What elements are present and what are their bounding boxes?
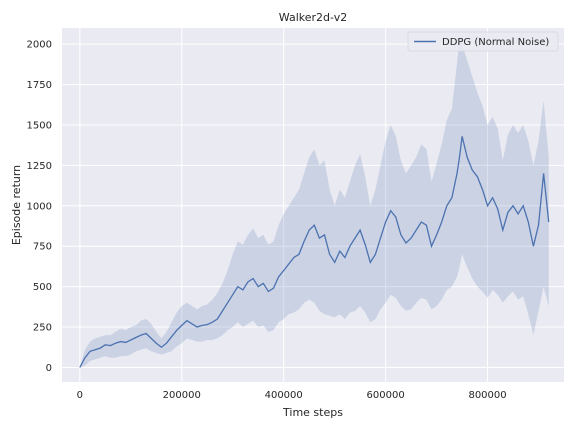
y-tick-label: 0: [46, 363, 52, 374]
y-axis-label: Episode return: [10, 165, 23, 245]
legend: DDPG (Normal Noise): [407, 31, 559, 52]
y-tick-labels: 0 250 500 750 1000 1250 1500 1750 2000: [27, 40, 52, 374]
legend-label-ddpg: DDPG (Normal Noise): [442, 37, 549, 48]
x-tick-labels: 0 200000 400000 600000 800000: [77, 390, 507, 401]
chart-title: Walker2d-v2: [279, 11, 347, 24]
grid: [62, 28, 564, 382]
x-tick-label: 600000: [367, 390, 405, 401]
y-tick-label: 1750: [27, 80, 52, 91]
series-line-ddpg: [79, 136, 550, 368]
y-tick-label: 1250: [27, 161, 52, 172]
y-tick-label: 1000: [27, 201, 52, 212]
plot-background: [62, 28, 564, 382]
legend-box: [407, 31, 559, 52]
x-tick-label: 800000: [468, 390, 506, 401]
y-tick-label: 1500: [27, 120, 52, 131]
x-axis-label: Time steps: [282, 406, 343, 419]
y-tick-label: 500: [33, 282, 52, 293]
x-tick-label: 200000: [163, 390, 201, 401]
y-tick-label: 2000: [27, 40, 52, 51]
x-tick-label: 400000: [265, 390, 303, 401]
y-tick-label: 750: [33, 242, 52, 253]
x-tick-label: 0: [77, 390, 83, 401]
y-tick-label: 250: [33, 323, 52, 334]
confidence-band: [79, 36, 549, 368]
